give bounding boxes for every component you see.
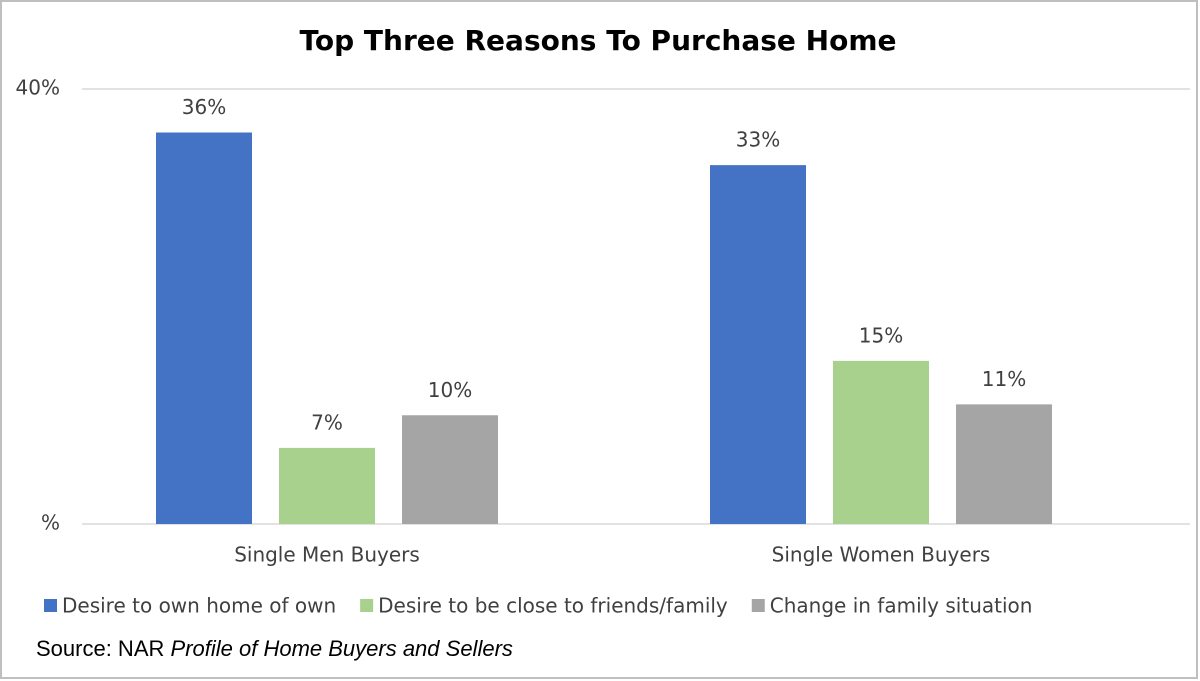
- bar: [156, 132, 252, 524]
- value-label: 33%: [736, 128, 780, 152]
- bar: [833, 360, 929, 524]
- source-prefix: Source: NAR: [36, 636, 164, 661]
- value-label: 7%: [311, 410, 343, 434]
- chart-title: Top Three Reasons To Purchase Home: [300, 24, 897, 57]
- legend-swatch: [751, 599, 765, 612]
- bar: [956, 404, 1052, 524]
- legend-label: Change in family situation: [770, 594, 1033, 618]
- y-tick-label: 40%: [16, 76, 60, 100]
- legend-label: Desire to be close to friends/family: [378, 594, 728, 618]
- legend-label: Desire to own home of own: [62, 594, 336, 618]
- y-tick-label: %: [41, 511, 60, 535]
- source: Source: NAR Profile of Home Buyers and S…: [36, 636, 513, 661]
- bar: [402, 415, 498, 524]
- x-tick-label: Single Women Buyers: [772, 543, 991, 567]
- bar: [710, 165, 806, 524]
- value-label: 11%: [982, 367, 1026, 391]
- x-tick-label: Single Men Buyers: [234, 543, 420, 567]
- legend-swatch: [360, 599, 374, 612]
- value-label: 10%: [428, 378, 472, 402]
- legend-swatch: [44, 599, 57, 612]
- source-title: Profile of Home Buyers and Sellers: [171, 636, 513, 661]
- value-label: 36%: [182, 95, 226, 119]
- bar: [279, 447, 375, 524]
- value-label: 15%: [859, 323, 903, 347]
